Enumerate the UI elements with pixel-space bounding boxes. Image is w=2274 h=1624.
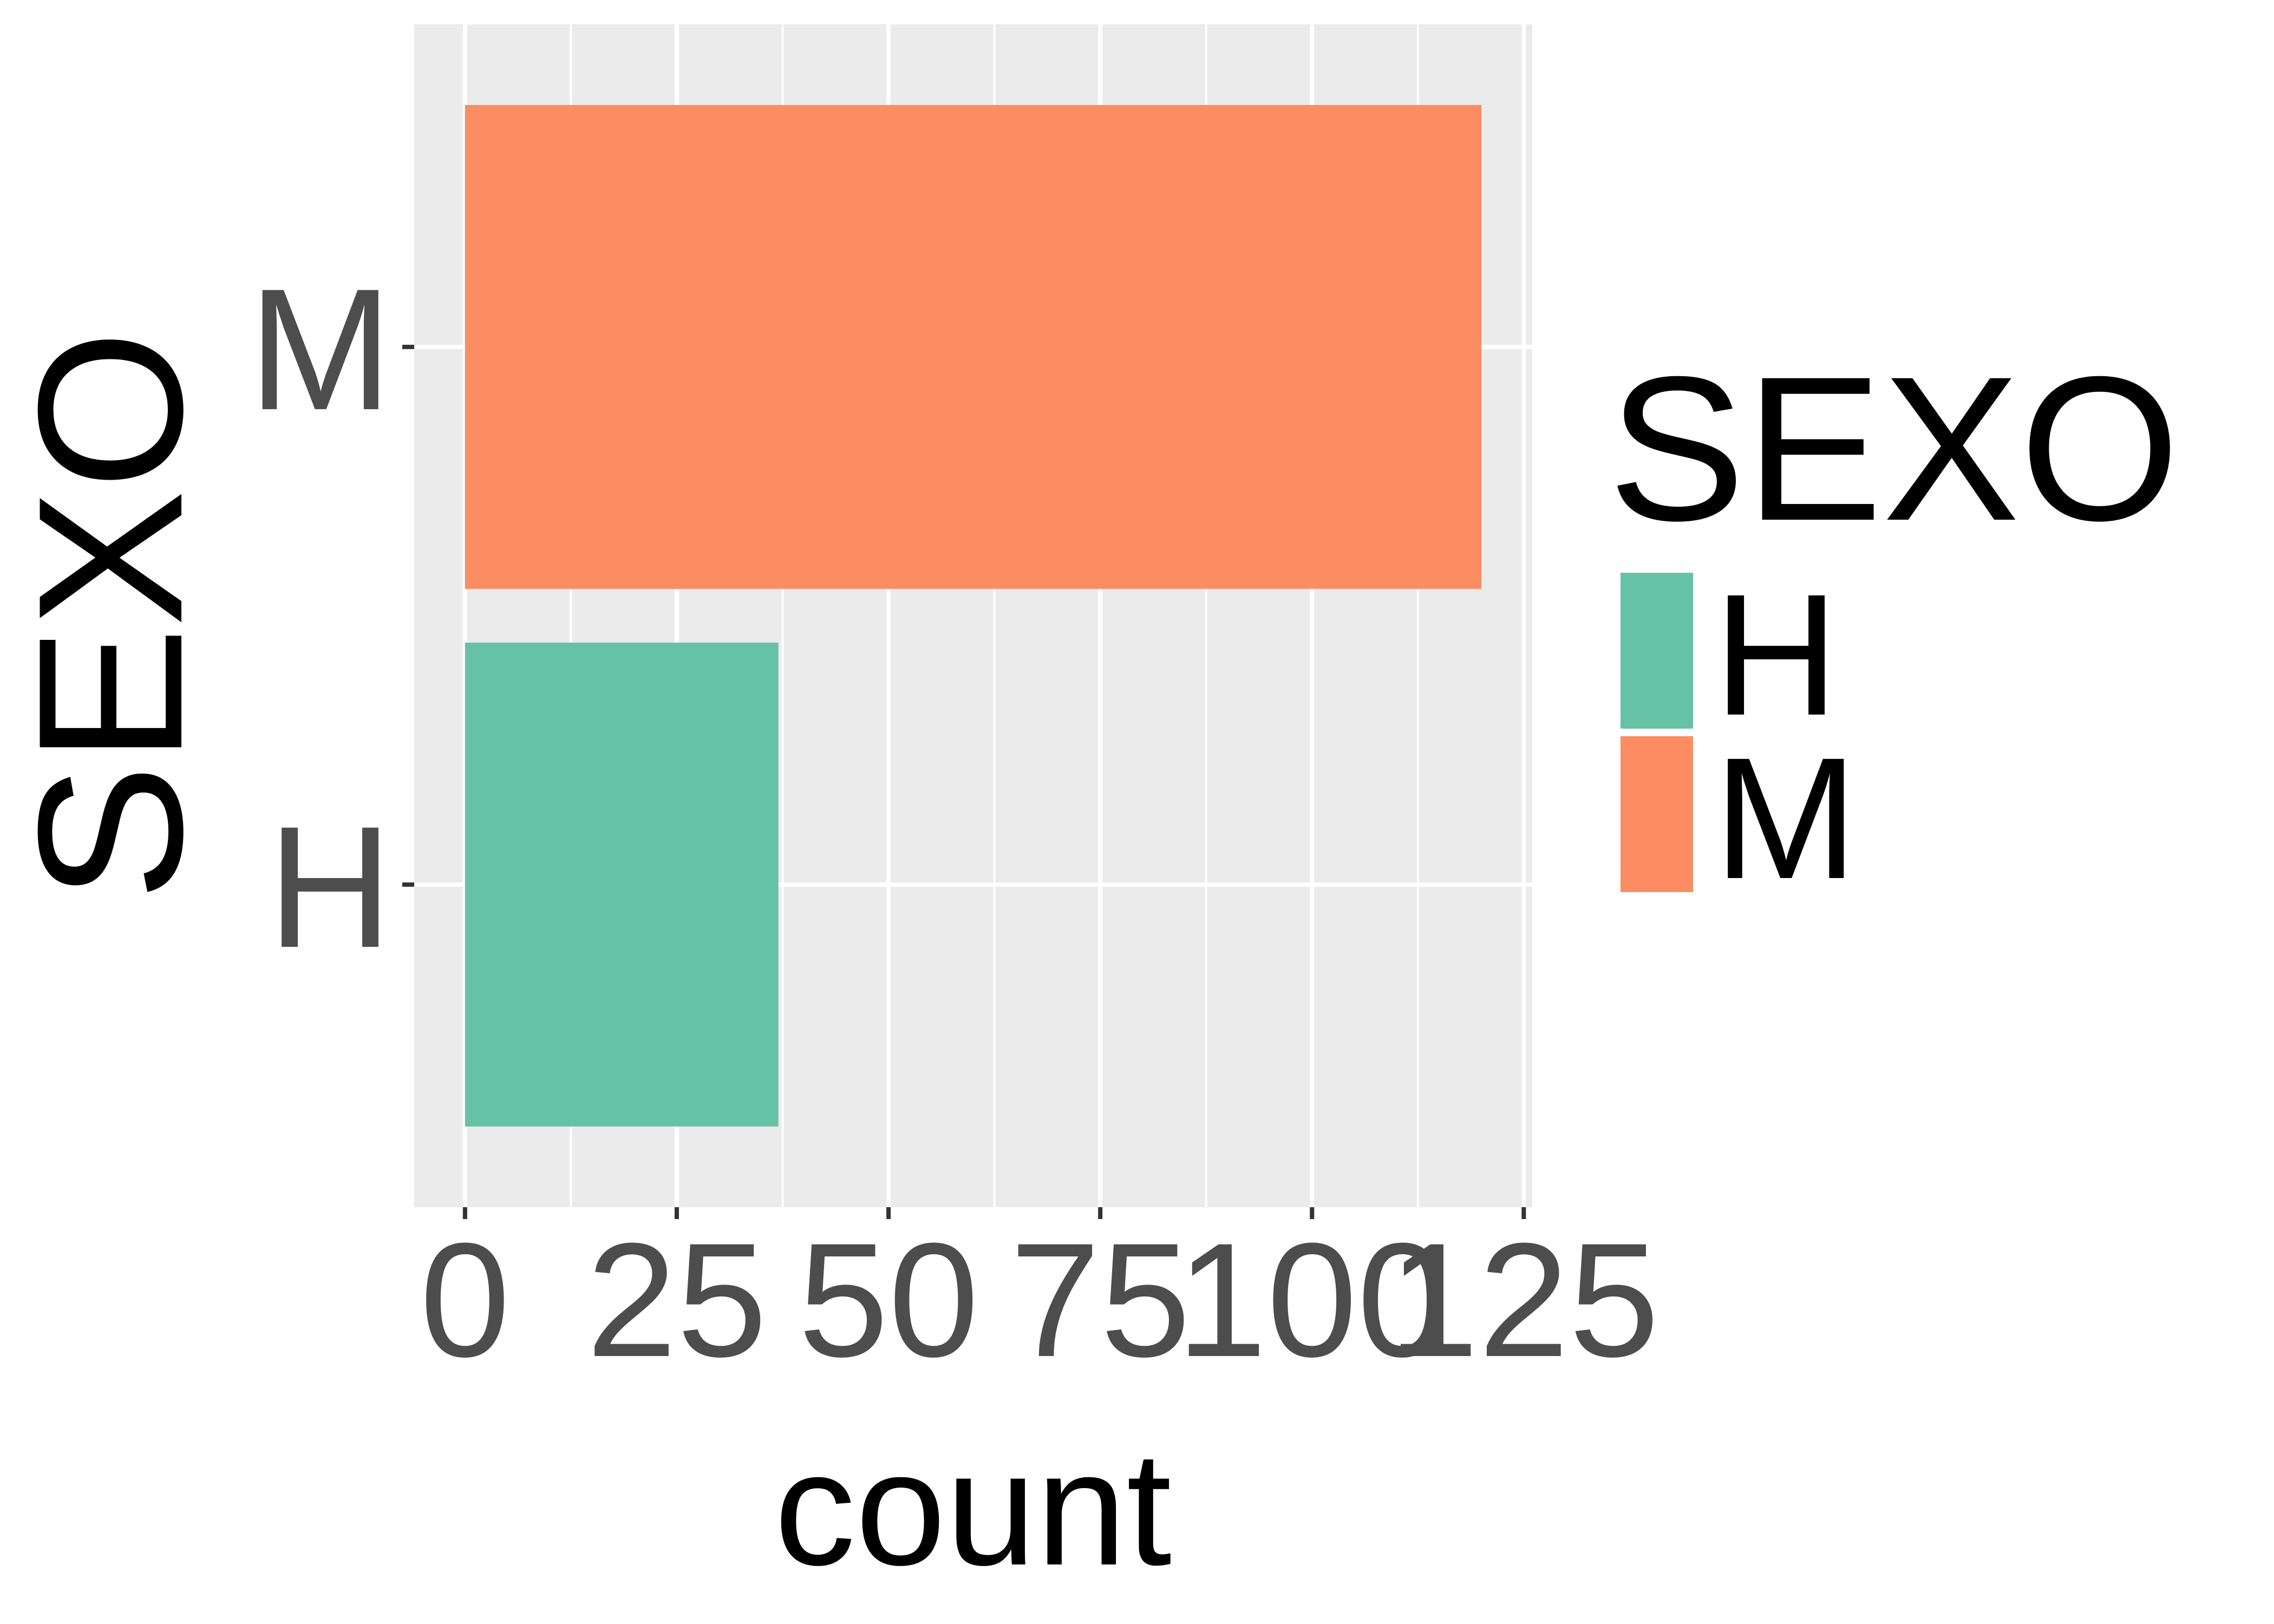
x-tick-label: 50: [798, 1209, 979, 1391]
y-tick-label: H: [267, 790, 393, 984]
legend: SEXO HM: [1608, 333, 2180, 915]
x-tick-label: 0: [420, 1209, 510, 1391]
x-tick-label: 75: [1010, 1209, 1191, 1391]
y-tick-label: M: [248, 252, 393, 446]
legend-key-H: [1617, 569, 1696, 732]
x-axis-title: count: [774, 1417, 1172, 1599]
bars: [465, 104, 1482, 1127]
x-tick-label: 100: [1177, 1209, 1448, 1391]
legend-label-M: M: [1714, 721, 1858, 915]
x-tick-label: 125: [1388, 1209, 1659, 1391]
legend-title: SEXO: [1608, 333, 2180, 564]
x-tick-label: 25: [586, 1209, 767, 1391]
y-axis-title: SEXO: [0, 330, 225, 901]
y-axis: HM: [248, 252, 414, 984]
legend-label-H: H: [1714, 558, 1839, 751]
bar-M: [465, 104, 1482, 589]
bar-H: [465, 643, 779, 1127]
legend-key-M: [1617, 733, 1696, 895]
